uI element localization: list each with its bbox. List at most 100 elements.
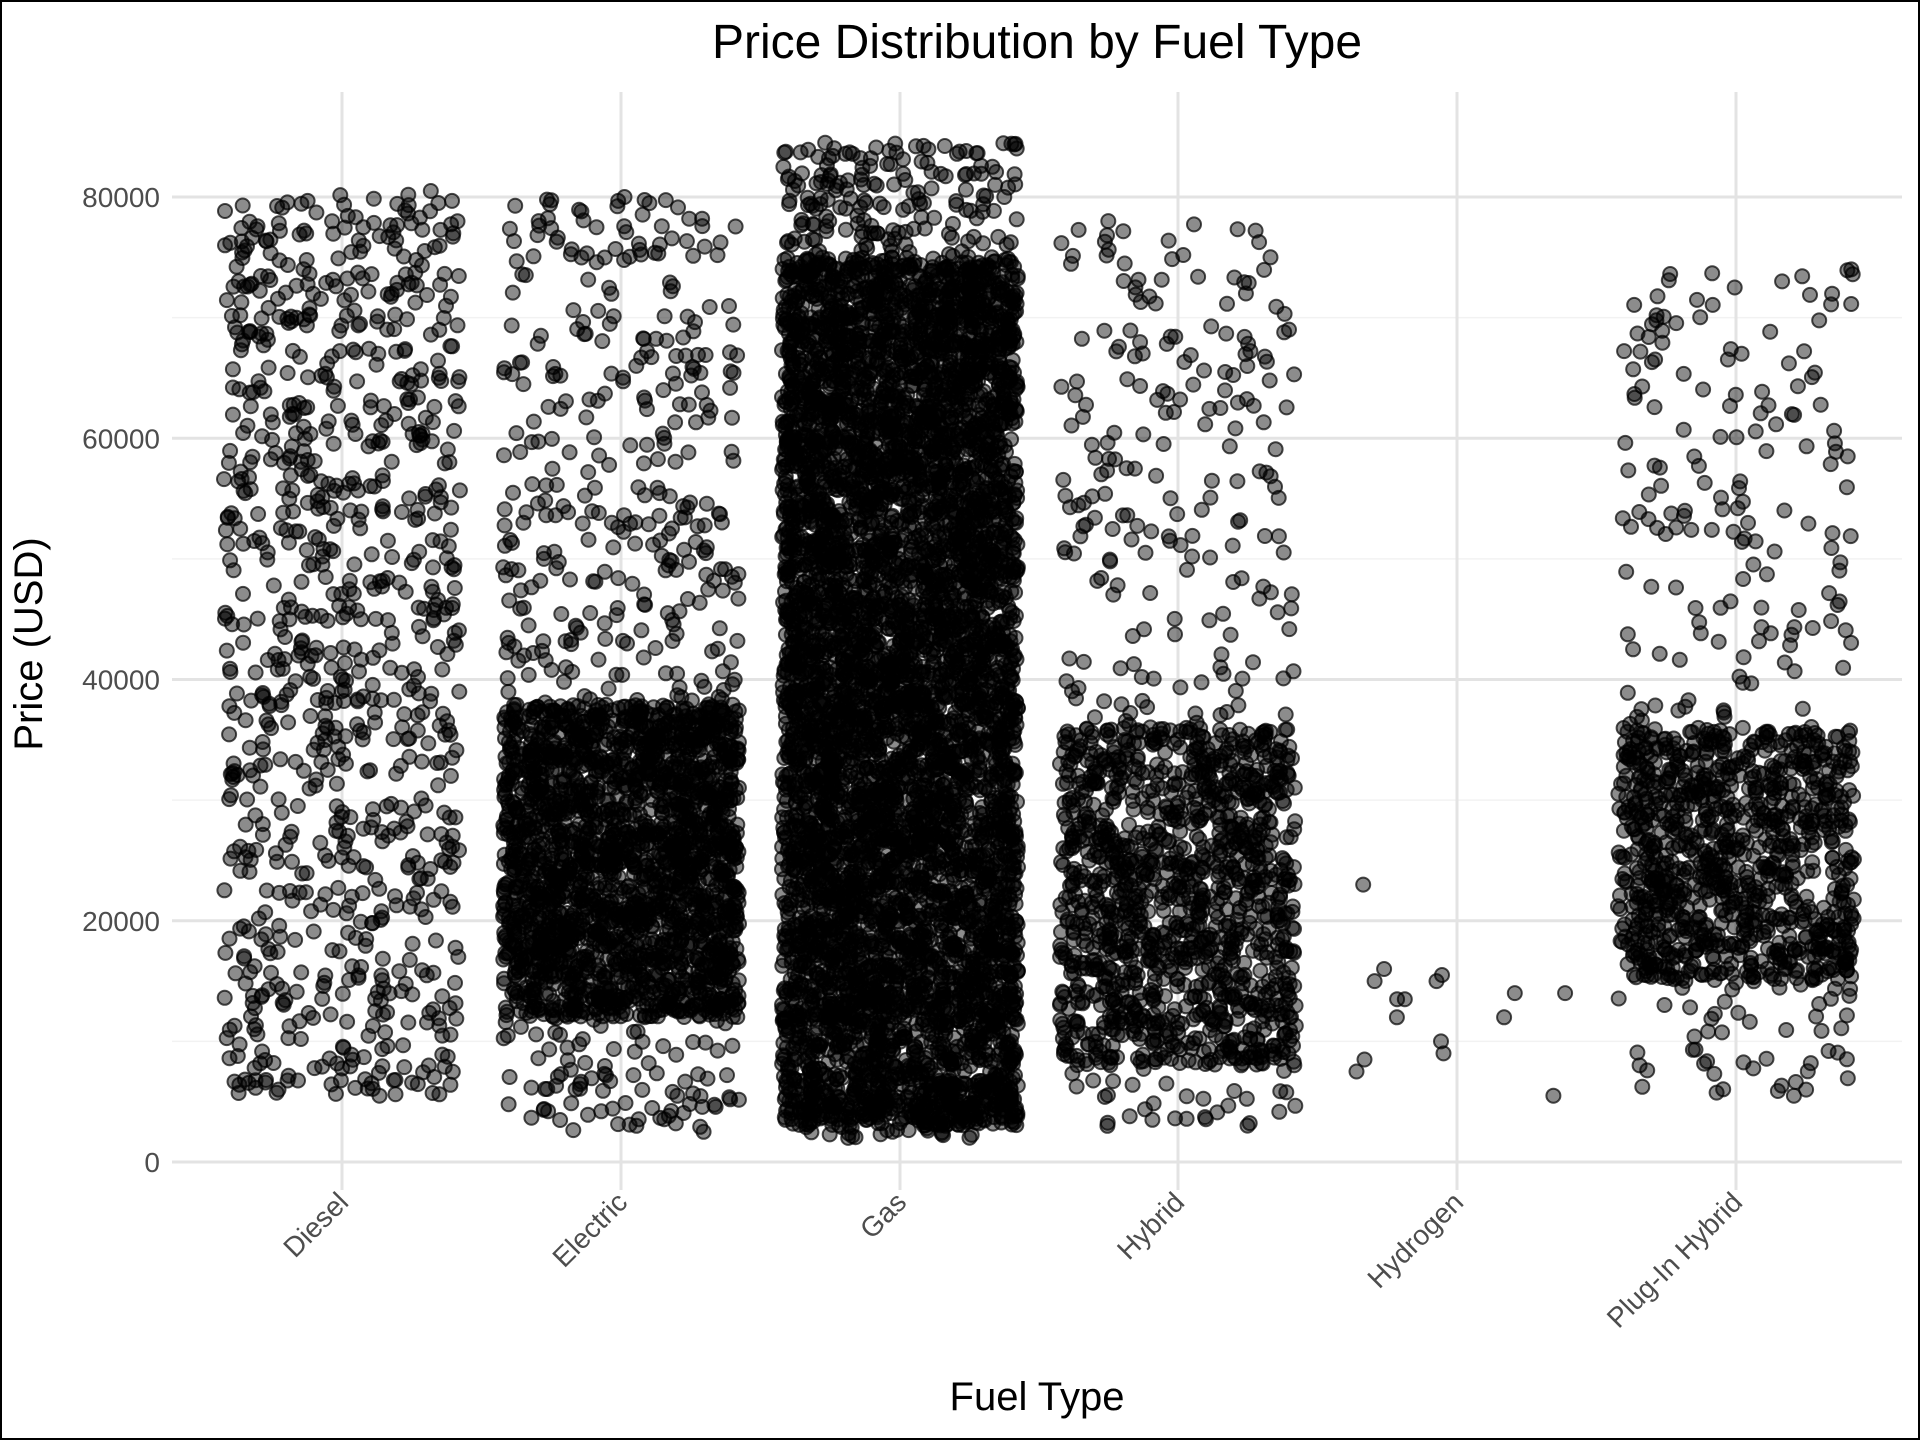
data-point [559, 1052, 576, 1069]
data-point [495, 908, 512, 925]
data-point [265, 577, 282, 594]
data-point [252, 778, 269, 795]
data-point [222, 442, 239, 459]
data-point [529, 335, 546, 352]
data-point [672, 779, 689, 796]
data-point [447, 939, 464, 956]
data-point [500, 853, 517, 870]
data-point [550, 889, 567, 906]
data-point [696, 678, 713, 695]
data-point [269, 943, 286, 960]
data-point [616, 252, 633, 268]
data-point [233, 294, 250, 311]
data-point [291, 226, 308, 243]
data-point [301, 557, 317, 574]
data-point [638, 996, 655, 1013]
data-point [723, 443, 740, 460]
data-point [688, 414, 704, 431]
data-point [530, 213, 547, 230]
data-point [439, 713, 456, 730]
data-point [292, 1031, 309, 1047]
data-point [629, 836, 646, 853]
data-point [334, 985, 351, 1002]
data-point [401, 951, 418, 968]
data-point [300, 369, 316, 386]
data-point [359, 763, 376, 780]
data-point [596, 385, 613, 402]
data-point [450, 373, 467, 390]
data-point [781, 196, 798, 213]
data-point [352, 913, 369, 930]
data-point [695, 542, 712, 559]
data-point [668, 944, 685, 961]
data-point [634, 1081, 651, 1098]
data-point [694, 861, 711, 878]
data-point [439, 441, 456, 458]
data-point [652, 871, 669, 888]
data-point [386, 321, 403, 338]
data-point [553, 606, 570, 622]
data-point [254, 685, 271, 701]
data-point [228, 685, 245, 702]
data-point [273, 697, 290, 714]
data-point [596, 615, 613, 632]
data-point [364, 433, 381, 450]
data-point [669, 1087, 686, 1104]
data-point [721, 1089, 738, 1106]
data-point [218, 642, 235, 659]
data-point [586, 818, 603, 835]
data-point [267, 845, 284, 862]
data-point [722, 379, 739, 396]
data-point [442, 726, 459, 743]
data-point [600, 680, 617, 697]
data-point [547, 507, 564, 524]
data-point [646, 244, 663, 261]
data-point [368, 356, 385, 373]
data-point [636, 487, 653, 504]
data-point [347, 426, 364, 442]
data-point [442, 521, 459, 538]
data-point [699, 722, 716, 739]
data-point [576, 487, 593, 504]
data-point [249, 610, 266, 627]
data-point [374, 467, 391, 484]
data-point [334, 804, 351, 821]
data-point [451, 683, 468, 700]
data-point [568, 771, 585, 788]
data-point [411, 618, 427, 635]
data-point [343, 412, 360, 429]
data-point [224, 361, 241, 378]
data-point [282, 682, 299, 699]
data-point [582, 605, 599, 621]
data-point [291, 1013, 308, 1030]
data-point [625, 1067, 642, 1084]
data-point [403, 376, 420, 393]
data-point [727, 218, 744, 235]
data-point [500, 683, 517, 700]
data-point [367, 871, 384, 888]
data-point [293, 573, 310, 590]
data-point [672, 874, 689, 890]
data-point [578, 409, 595, 426]
data-point [524, 476, 541, 493]
data-point [252, 268, 269, 284]
data-point [502, 709, 519, 726]
data-point [335, 693, 352, 709]
data-point [512, 354, 528, 371]
data-point [322, 1006, 339, 1023]
data-point [222, 552, 239, 569]
data-point [272, 751, 289, 768]
data-point [616, 950, 633, 967]
data-point [263, 720, 280, 737]
data-point [274, 980, 291, 997]
data-point [331, 943, 348, 960]
data-point [219, 607, 236, 624]
data-point [654, 425, 671, 442]
data-point [232, 307, 249, 324]
data-point [649, 479, 666, 496]
data-point [730, 953, 747, 970]
data-point [325, 517, 342, 534]
data-point [592, 1017, 609, 1034]
data-point [668, 561, 685, 578]
data-point [235, 425, 252, 441]
